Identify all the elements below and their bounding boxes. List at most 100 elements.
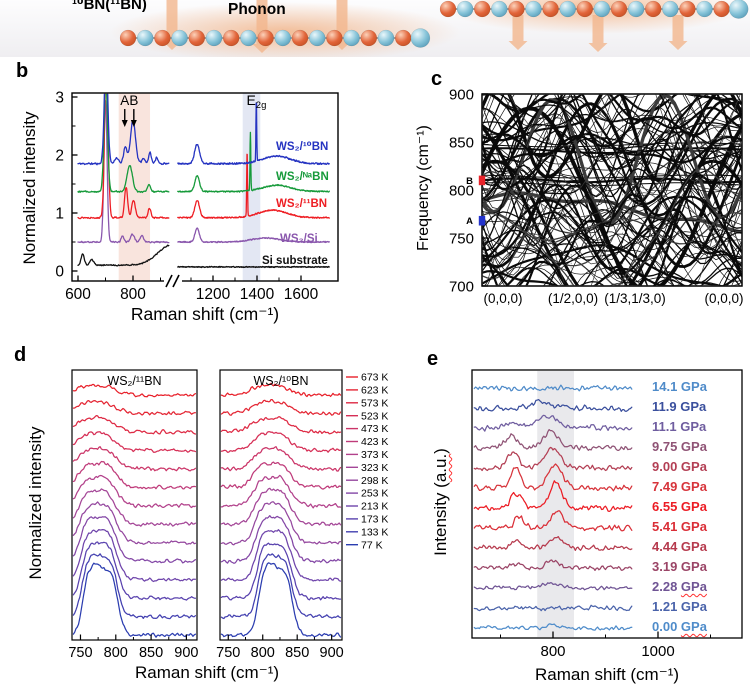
temperature-spectrum-curve [220,461,342,490]
pressure-value: 3.19 [652,559,681,574]
phonon-branch [482,94,742,133]
temperature-spectrum-curve [220,553,342,620]
pressure-spectrum-curve [473,384,633,392]
temperature-spectrum-curve [220,487,342,527]
panel-letter-b: b [16,60,29,82]
pressure-unit: GPa [680,539,707,554]
nitrogen-atom [559,0,576,18]
temperature-spectrum-curve [220,416,342,435]
x-tick-label: 800 [104,645,128,661]
spectrum-curve [177,265,330,269]
x-tick-label: 1400 [240,286,275,303]
spectrum-curve [77,93,170,166]
boron-atom [610,0,628,18]
temperature-spectrum-curve [220,445,342,472]
phonon-branch [482,233,742,286]
nitrogen-atom [662,0,679,18]
boron-atom [291,29,309,47]
nitrogen-atom [308,29,326,47]
nitrogen-atom [627,0,645,18]
temperature-spectrum-curve [220,562,342,638]
x-tick-label: 800 [120,286,146,303]
phonon-branch [482,216,742,246]
pressure-spectrum-curve [473,510,633,532]
pressure-unit: GPa [680,399,707,414]
pressure-value: 1.21 [652,599,681,614]
phonon-arrow-icon [588,15,608,52]
phonon-branch [482,187,742,250]
x-tick-label: 1200 [196,286,231,303]
phonon-branch [488,94,742,175]
temperature-spectrum-curve [72,516,197,564]
pressure-spectrum-curve [473,480,633,513]
temperature-spectrum-curve [220,514,342,564]
pressure-label: 14.1 GPa [652,379,707,394]
pressure-value: 5.41 [652,519,681,534]
phonon-branch [482,244,723,286]
mode-marker-label: B [466,176,473,187]
phonon-branch [482,94,742,226]
k-point-label: (0,0,0) [704,291,743,306]
nitrogen-atom [171,29,188,47]
legend-temperature-label: 373 K [361,449,388,461]
phonon-branch [482,215,742,286]
pressure-value: 14.1 [652,379,681,394]
pressure-label: 1.21 GPa [652,599,707,614]
boron-atom [508,0,525,18]
boron-atom [257,29,274,47]
panel-e-plot: 800 1000 [471,369,743,660]
phonon-branch [482,113,742,147]
spectrum-curve [177,102,330,166]
phonon-branch [505,232,742,286]
pressure-label: 7.49 GPa [652,479,707,494]
intensity-label-au: a.u. [431,453,450,483]
peak-annotation: A [120,93,129,108]
phonon-label: Phonon [228,1,286,18]
mode-marker [478,175,486,186]
pressure-unit: GPa [680,479,707,494]
nitrogen-atom [377,29,395,47]
pressure-value: 7.49 [652,479,681,494]
y-tick-label: 0 [55,264,64,281]
phonon-branch [516,267,742,286]
temperature-spectrum-curve [72,474,197,509]
legend-temperature-label: 253 K [361,488,388,500]
nitrogen-atom [205,29,223,47]
y-tick-label: 2 [55,148,64,165]
phonon-arrow-icon [668,15,688,50]
boron-atom [154,29,171,47]
nitrogen-atom [240,29,257,47]
phonon-branch [506,267,742,286]
nitrogen-atom [136,29,154,47]
temperature-spectrum-curve [72,446,197,472]
panel-c-y-axis-title: Frequency (cm⁻¹) [415,125,432,251]
plot-frame [71,92,339,282]
phonon-branch [482,141,742,245]
x-tick-label: 600 [65,286,91,303]
legend-temperature-label: 573 K [361,397,388,409]
x-tick-label: 750 [216,645,240,661]
pressure-unit: GPa [680,559,707,574]
x-tick-label: 750 [68,645,92,661]
pressure-unit: GPa [680,379,707,394]
k-point-label: (0,0,0) [483,291,522,306]
x-tick-label: 900 [174,645,198,661]
phonon-branch [482,94,742,201]
series-label: WS₂/¹¹BN [276,198,327,210]
plot-frame [71,369,198,641]
panel-e-x-axis-title: Raman shift (cm⁻¹) [534,665,680,684]
pressure-spectrum-curve [473,559,633,572]
temperature-spectrum-curve [72,541,197,601]
y-tick-label: 700 [449,279,474,296]
panel-c-plot: 700 750 800 850 900 B A (0,0,0) (1/2,0,0) (1/3,1/… [449,87,744,307]
annotation-arrowhead-icon [130,120,137,127]
subpanel-title: WS₂/¹¹BN [107,374,161,388]
panel-letter-d: d [14,344,27,366]
phonon-branch [482,94,742,170]
spectrum-curve [77,93,170,220]
pressure-label: 6.55 GPa [652,499,707,514]
pressure-label: 11.1 GPa [652,419,706,434]
y-tick-label: 1 [55,206,64,223]
phonon-branch [482,173,742,286]
